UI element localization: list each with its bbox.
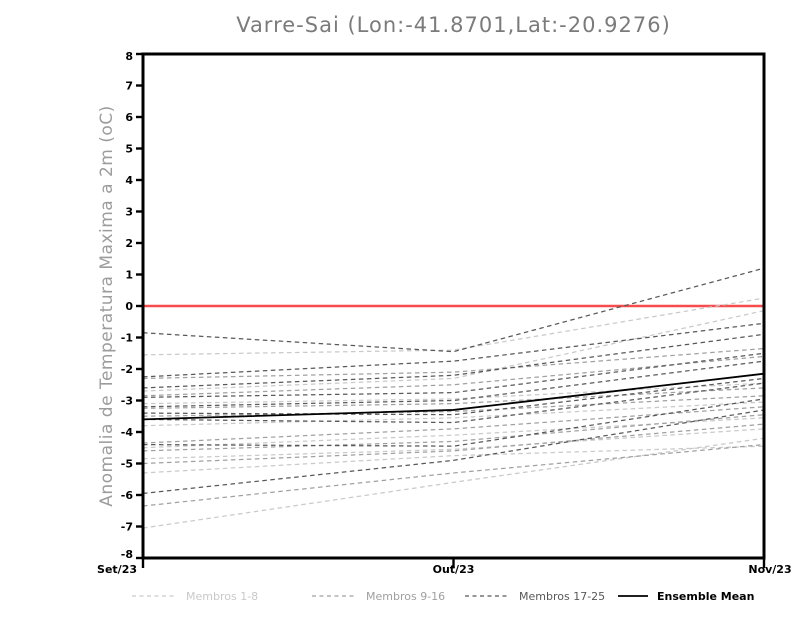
x-tick-label: Nov/23 (748, 563, 791, 576)
ensemble-member-line (142, 445, 765, 474)
legend-item-label: Membros 9-16 (366, 590, 445, 603)
ensemble-member-line (142, 322, 765, 378)
y-tick-label: 2 (125, 237, 133, 250)
ensemble-member-line (142, 409, 765, 495)
ensemble-member-line (142, 414, 765, 452)
y-tick-label: 3 (125, 206, 133, 219)
y-axis-ticks (136, 52, 143, 560)
legend-item-label: Ensemble Mean (657, 590, 754, 603)
x-tick-label: Set/23 (97, 563, 137, 576)
member-group-2 (142, 347, 765, 507)
ensemble-member-line (142, 310, 765, 392)
x-axis-ticks (141, 558, 766, 568)
y-tick-label: -2 (121, 363, 133, 376)
y-tick-label: 0 (125, 300, 133, 313)
y-tick-label: -3 (121, 395, 133, 408)
ensemble-member-line (142, 443, 765, 507)
y-tick-label: -7 (121, 521, 133, 534)
ensemble-member-line (142, 423, 765, 465)
x-tick-label: Out/23 (433, 563, 475, 576)
y-tick-label: 1 (125, 269, 133, 282)
y-tick-label: -8 (121, 548, 133, 561)
y-tick-label: 7 (125, 80, 133, 93)
y-tick-label: 5 (125, 143, 133, 156)
legend-item-label: Membros 17-25 (519, 590, 605, 603)
y-tick-label: 6 (125, 111, 133, 124)
y-tick-label: 8 (125, 50, 133, 63)
chart-title: Varre-Sai (Lon:-41.8701,Lat:-20.9276) (236, 13, 671, 37)
member-group-1 (142, 297, 765, 529)
ensemble-member-line (142, 333, 765, 389)
y-tick-label: -4 (121, 426, 134, 439)
y-tick-label: -1 (121, 332, 133, 345)
ensemble-member-line (142, 297, 765, 356)
y-tick-label: 4 (125, 174, 133, 187)
legend-item-label: Membros 1-8 (186, 590, 258, 603)
ensemble-member-line (142, 428, 765, 460)
ensemble-member-line (142, 352, 765, 398)
ensemble-member-line (142, 437, 765, 529)
ensemble-member-line (142, 387, 765, 409)
y-tick-label: -6 (121, 489, 134, 502)
ensemble-mean-line (142, 372, 765, 421)
member-group-3 (142, 267, 765, 495)
y-tick-label: -5 (121, 458, 133, 471)
ensemble-member-line (142, 347, 765, 380)
ensemble-member-line (142, 267, 765, 353)
